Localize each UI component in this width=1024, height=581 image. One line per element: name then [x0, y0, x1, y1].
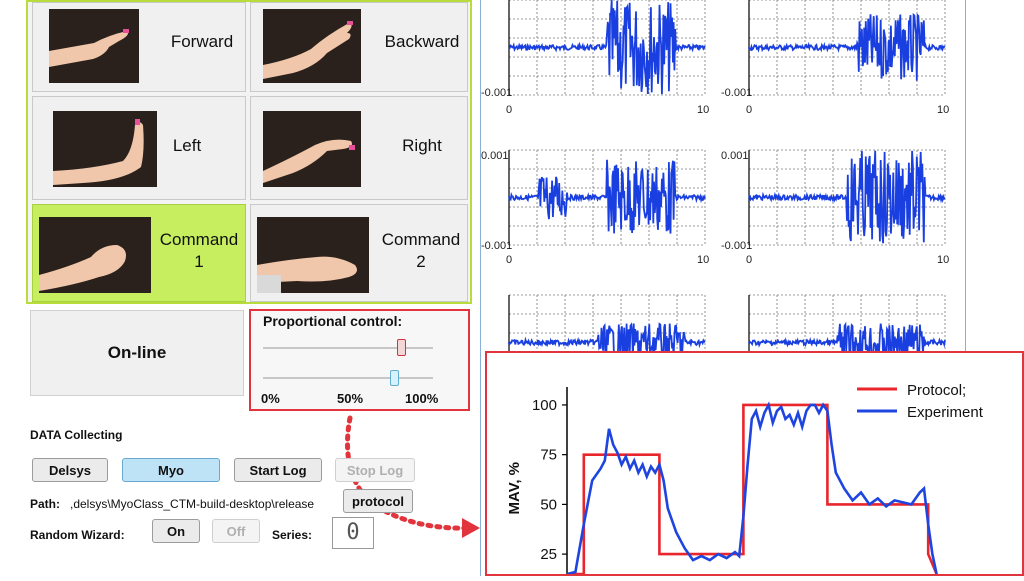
random-wizard-on-button[interactable]: On: [152, 519, 200, 543]
emg-x-max-label: 10: [697, 254, 709, 266]
gesture-label: Right: [402, 136, 442, 155]
stop-log-button[interactable]: Stop Log: [335, 458, 415, 482]
data-collecting-title: DATA Collecting: [30, 428, 123, 442]
gesture-label-line2: 2: [416, 252, 426, 271]
emg-plots: -0.001 0 10 -0.001 0 10 0.001 -0.001 0 10 0.001 -0.…: [481, 0, 949, 391]
emg-x-max-label: 10: [697, 104, 709, 116]
slider-track-2: [263, 377, 433, 379]
delsys-button[interactable]: Delsys: [32, 458, 108, 482]
emg-plot: 0.001 -0.001 0 10: [721, 149, 949, 266]
random-wizard-label: Random Wizard:: [30, 528, 125, 542]
tick-50: 50%: [337, 391, 364, 406]
mav-y-tick-label: 25: [540, 546, 557, 563]
legend-label: Protocol;: [907, 382, 966, 399]
legend-label: Experiment: [907, 404, 984, 421]
emg-y-bottom-label: -0.001: [721, 240, 752, 252]
gesture-label-line1: Command: [381, 230, 461, 249]
gesture-label: Left: [172, 136, 202, 155]
gesture-forward-button[interactable]: Forward: [32, 2, 246, 92]
left-hand-photo: [53, 111, 157, 187]
gesture-left-button[interactable]: Left: [32, 96, 246, 200]
series-counter: 0: [332, 517, 374, 549]
gesture-label: Forward: [170, 32, 234, 51]
myo-button[interactable]: Myo: [122, 458, 220, 482]
mav-series-protocol: [567, 403, 938, 576]
emg-plot: -0.001 0 10: [721, 0, 949, 116]
emg-y-bottom-label: -0.001: [721, 87, 752, 99]
emg-x-min-label: 0: [506, 254, 512, 266]
tick-0: 0%: [261, 391, 280, 406]
gesture-label: Backward: [384, 32, 460, 51]
path-label: Path:: [30, 497, 60, 511]
gesture-backward-button[interactable]: Backward: [250, 2, 468, 92]
right-hand-photo: [263, 111, 361, 187]
mav-y-tick-label: 100: [532, 397, 557, 414]
mav-chart: 100 75 50 25 MAV, % Protocol; Experiment: [506, 382, 984, 576]
series-label: Series:: [272, 528, 313, 542]
mav-chart-panel: 100 75 50 25 MAV, % Protocol; Experiment: [485, 351, 1024, 576]
emg-y-top-label: 0.001: [481, 150, 509, 162]
gesture-command-2-button[interactable]: Command 2: [250, 204, 468, 302]
emg-signal-trace: [508, 159, 706, 234]
mav-series-experiment: [566, 401, 938, 576]
emg-y-bottom-label: -0.001: [481, 240, 512, 252]
tick-100: 100%: [405, 391, 439, 406]
proportional-slider-2-thumb[interactable]: [389, 370, 399, 386]
gesture-command-1-button[interactable]: Command 1: [32, 204, 246, 302]
path-value: ,delsys\MyoClass_CTM-build-desktop\relea…: [70, 497, 315, 511]
emg-x-min-label: 0: [746, 254, 752, 266]
emg-y-bottom-label: -0.001: [481, 87, 512, 99]
protocol-button[interactable]: protocol: [343, 489, 413, 513]
emg-signal-trace: [748, 321, 946, 364]
gesture-label-line2: 1: [194, 252, 204, 271]
backward-hand-photo: [263, 9, 361, 83]
emg-x-min-label: 0: [746, 104, 752, 116]
online-button[interactable]: On-line: [30, 310, 244, 396]
emg-plot: 0.001 -0.001 0 10: [481, 149, 709, 266]
command-2-hand-photo: [257, 217, 369, 293]
forward-hand-photo: [49, 9, 139, 83]
command-1-hand-photo: [39, 217, 151, 293]
emg-signal-trace: [508, 322, 706, 364]
emg-signal-trace: [748, 150, 946, 244]
proportional-title: Proportional control:: [263, 313, 403, 329]
emg-x-max-label: 10: [937, 104, 949, 116]
emg-plot: -0.001 0 10: [481, 0, 709, 116]
gesture-panel: Forward Backward Left Right Command 1 Co…: [26, 0, 472, 304]
emg-signal-trace: [508, 0, 706, 95]
slider-track-1: [263, 347, 433, 349]
proportional-slider-1-thumb[interactable]: [396, 339, 406, 356]
emg-signal-trace: [748, 12, 946, 81]
emg-x-min-label: 0: [506, 104, 512, 116]
emg-x-max-label: 10: [937, 254, 949, 266]
random-wizard-off-button[interactable]: Off: [212, 519, 260, 543]
mav-y-tick-label: 50: [540, 496, 557, 513]
mav-y-tick-label: 75: [540, 447, 557, 464]
gesture-label-line1: Command: [159, 230, 239, 249]
mav-y-axis-label: MAV, %: [506, 462, 523, 515]
start-log-button[interactable]: Start Log: [234, 458, 322, 482]
emg-y-top-label: 0.001: [721, 150, 749, 162]
proportional-control-panel: Proportional control: 0% 50% 100%: [249, 309, 470, 411]
gesture-right-button[interactable]: Right: [250, 96, 468, 200]
